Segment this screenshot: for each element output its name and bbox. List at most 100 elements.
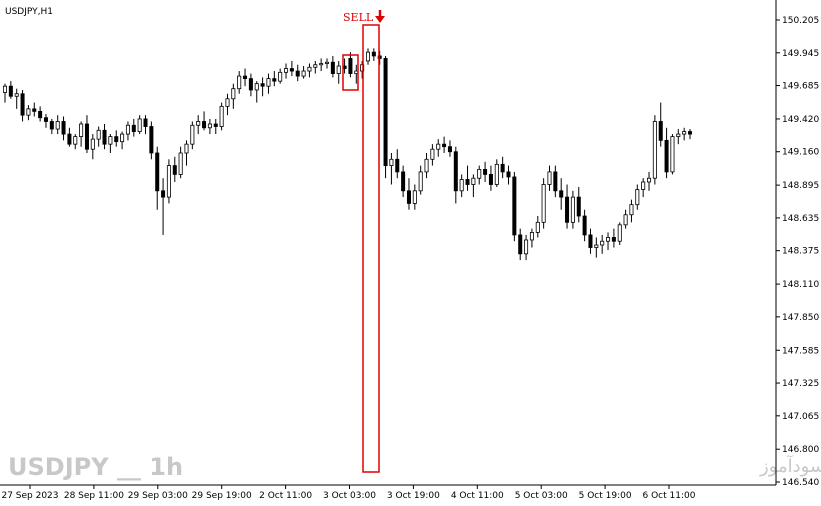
candle-body — [617, 224, 622, 242]
candle-body — [442, 143, 447, 148]
candle-body — [90, 138, 95, 150]
candle-body — [272, 78, 277, 82]
candle-body — [348, 58, 353, 74]
candle-body — [32, 108, 37, 112]
x-tick-label: 2 Oct 11:00 — [259, 491, 312, 501]
candle-body — [73, 136, 78, 145]
candle-body — [541, 184, 546, 223]
candle-body — [647, 177, 652, 183]
candle-body — [207, 123, 212, 129]
candle-body — [243, 75, 248, 80]
candle-body — [553, 171, 558, 192]
candle-body — [231, 88, 236, 100]
watermarks: USDJPY __ 1h انتشار در سایت سودآموز — [8, 453, 821, 481]
signal-setup-box — [342, 54, 359, 91]
candle-body — [471, 177, 476, 185]
candle-body — [79, 123, 84, 138]
candle-body — [284, 68, 289, 73]
candle-body — [477, 168, 482, 179]
candle-body — [108, 136, 113, 145]
candle-body — [447, 146, 452, 153]
candle-body — [120, 133, 125, 143]
x-tick-label: 28 Sep 11:00 — [64, 491, 124, 501]
candle-body — [172, 165, 177, 175]
candle-body — [365, 51, 371, 62]
candle-body — [324, 61, 330, 64]
candle-body — [371, 51, 376, 57]
y-tick-label: 146.800 — [782, 445, 819, 455]
y-tick-label: 149.420 — [782, 115, 819, 125]
candle-body — [43, 117, 48, 122]
candle-body — [559, 190, 564, 198]
candle-body — [20, 93, 25, 116]
y-tick-label: 148.110 — [782, 280, 819, 290]
y-axis: 150.205 149.945 149.685 149.420 149.160 148.8… — [776, 16, 819, 488]
x-tick-label: 4 Oct 11:00 — [451, 491, 504, 501]
y-tick-label: 149.945 — [782, 49, 819, 59]
candle-body — [641, 181, 646, 190]
y-tick-label: 149.685 — [782, 82, 819, 92]
y-tick-label: 148.635 — [782, 214, 819, 224]
candle-body — [55, 121, 60, 130]
candle-body — [102, 129, 107, 145]
candle-body — [465, 179, 470, 185]
candle-body — [114, 136, 119, 143]
candle-body — [506, 171, 511, 178]
y-tick-label: 147.585 — [782, 346, 819, 356]
candle-body — [570, 196, 575, 223]
chart-title: USDJPY,H1 — [5, 7, 53, 17]
signal-candle-box — [362, 24, 380, 473]
x-tick-label: 29 Sep 19:00 — [192, 491, 252, 501]
candle-body — [219, 105, 224, 127]
candle-body — [488, 174, 493, 185]
candle-body — [161, 190, 166, 198]
y-tick-label: 147.065 — [782, 412, 819, 422]
candle-body — [412, 190, 417, 204]
candle-body — [237, 75, 242, 90]
candle-body — [213, 123, 218, 127]
candle-body — [494, 163, 499, 185]
x-tick-label: 5 Oct 03:00 — [515, 491, 568, 501]
candle-body — [535, 221, 540, 233]
x-tick-label: 29 Sep 03:00 — [128, 491, 188, 501]
candle-body — [676, 133, 681, 138]
candle-body — [406, 190, 411, 204]
candle-body — [664, 139, 669, 173]
x-tick-label: 6 Oct 11:00 — [643, 491, 696, 501]
candle-body — [687, 131, 693, 135]
candle-body — [278, 71, 283, 82]
y-tick-label: 148.375 — [782, 247, 819, 257]
x-tick-label: 3 Oct 19:00 — [387, 491, 440, 501]
candle-body — [248, 78, 253, 91]
x-axis: 27 Sep 2023 28 Sep 11:00 29 Sep 03:00 29 Se… — [1, 485, 696, 501]
candle-body — [512, 176, 517, 236]
candle-body — [190, 124, 195, 145]
candle-body — [389, 158, 394, 166]
candle-body — [202, 121, 207, 129]
candle-body — [547, 171, 552, 185]
candle-body — [149, 126, 154, 154]
y-tick-label: 148.895 — [782, 181, 819, 191]
candle-body — [295, 70, 300, 77]
y-tick-label: 150.205 — [782, 16, 819, 26]
candle-body — [576, 196, 581, 217]
candle-body — [483, 168, 488, 175]
candle-body — [670, 136, 675, 173]
candle-body — [424, 158, 429, 173]
signal-layer: SELL — [342, 10, 385, 473]
candle-body — [401, 171, 406, 192]
candle-body — [529, 232, 534, 241]
candle-body — [582, 215, 587, 236]
sell-arrow-icon — [375, 16, 385, 23]
candle-body — [330, 61, 335, 74]
candle-body — [635, 189, 640, 206]
x-tick-label: 27 Sep 2023 — [1, 491, 58, 501]
sell-label: SELL — [343, 11, 374, 24]
candle-body — [225, 98, 230, 107]
candle-body — [8, 85, 13, 97]
candle-body — [49, 121, 54, 130]
candle-body — [155, 152, 160, 192]
candle-body — [594, 244, 599, 248]
candle-body — [313, 64, 318, 68]
